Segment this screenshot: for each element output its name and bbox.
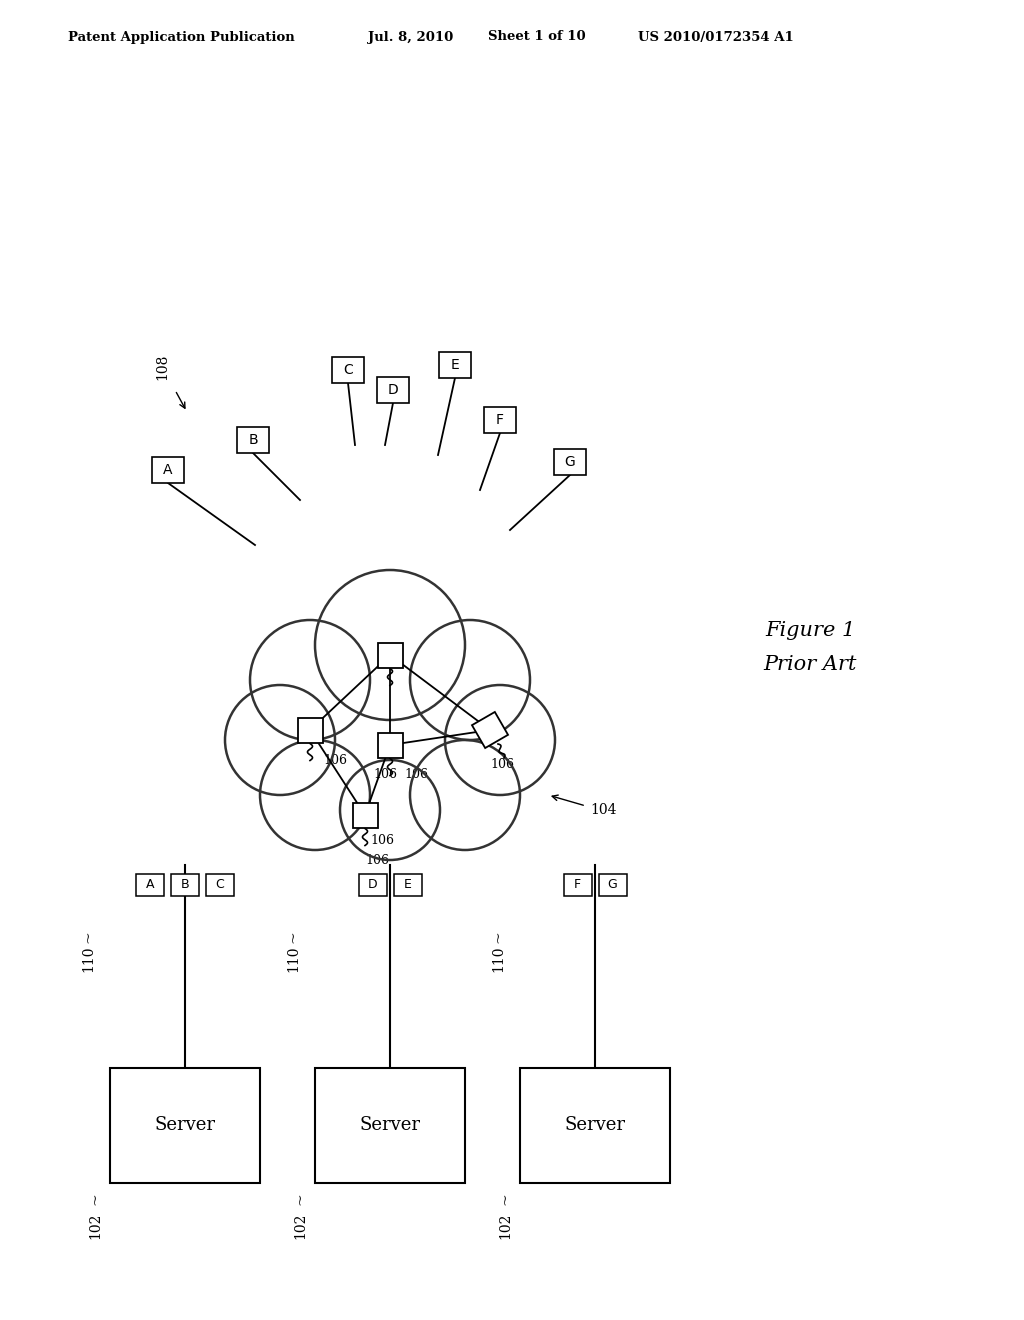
Text: 106: 106	[370, 833, 394, 846]
Text: Patent Application Publication: Patent Application Publication	[68, 30, 295, 44]
Text: Server: Server	[359, 1115, 421, 1134]
Circle shape	[340, 760, 440, 861]
Bar	[358, 874, 386, 896]
Circle shape	[315, 570, 465, 719]
Text: F: F	[496, 413, 504, 426]
Bar	[206, 874, 234, 896]
Bar	[298, 718, 323, 742]
Text: ~: ~	[498, 1192, 512, 1205]
Text: 102: 102	[498, 1213, 512, 1239]
Text: 106: 106	[490, 759, 514, 771]
Text: 110: 110	[286, 945, 300, 972]
Text: C: C	[343, 363, 353, 378]
Text: Server: Server	[155, 1115, 215, 1134]
Text: Figure 1: Figure 1	[765, 620, 855, 639]
Text: B: B	[180, 879, 189, 891]
Text: 106: 106	[365, 854, 389, 866]
Text: E: E	[451, 358, 460, 372]
Text: G: G	[607, 879, 617, 891]
Text: Sheet 1 of 10: Sheet 1 of 10	[488, 30, 586, 44]
Text: Prior Art: Prior Art	[763, 656, 857, 675]
Bar	[598, 874, 627, 896]
Bar	[136, 874, 164, 896]
Bar	[237, 426, 269, 453]
Text: A: A	[145, 879, 155, 891]
Text: E: E	[403, 879, 412, 891]
Text: ~: ~	[81, 929, 95, 942]
Bar	[520, 1068, 670, 1183]
Text: 106: 106	[323, 754, 347, 767]
Bar	[393, 874, 422, 896]
Text: 102: 102	[88, 1213, 102, 1239]
Text: 110: 110	[81, 945, 95, 972]
Bar	[110, 1068, 260, 1183]
Bar	[563, 874, 592, 896]
Text: 106: 106	[373, 768, 397, 781]
Bar	[315, 1068, 465, 1183]
Text: ~: ~	[490, 929, 505, 942]
Text: C: C	[216, 879, 224, 891]
Text: B: B	[248, 433, 258, 447]
Bar	[332, 356, 364, 383]
Bar	[439, 352, 471, 378]
Text: 106: 106	[404, 768, 428, 781]
Text: 104: 104	[590, 803, 616, 817]
Bar	[152, 457, 184, 483]
Text: D: D	[388, 383, 398, 397]
Text: 102: 102	[293, 1213, 307, 1239]
Bar	[554, 449, 586, 475]
Bar	[378, 643, 402, 668]
Text: ~: ~	[88, 1192, 102, 1205]
Bar	[484, 407, 516, 433]
Bar	[352, 803, 378, 828]
Text: A: A	[163, 463, 173, 477]
Text: 110: 110	[490, 945, 505, 972]
Circle shape	[250, 620, 370, 741]
Circle shape	[225, 685, 335, 795]
Text: Jul. 8, 2010: Jul. 8, 2010	[368, 30, 454, 44]
Bar	[378, 733, 402, 758]
Text: F: F	[573, 879, 581, 891]
Bar	[171, 874, 199, 896]
Bar	[377, 378, 409, 403]
Text: 108: 108	[155, 354, 169, 380]
Text: G: G	[564, 455, 575, 469]
Circle shape	[410, 741, 520, 850]
Text: Server: Server	[564, 1115, 626, 1134]
Text: ~: ~	[293, 1192, 307, 1205]
Text: ~: ~	[286, 929, 300, 942]
Text: US 2010/0172354 A1: US 2010/0172354 A1	[638, 30, 794, 44]
Circle shape	[410, 620, 530, 741]
Polygon shape	[472, 711, 508, 748]
Circle shape	[445, 685, 555, 795]
Text: D: D	[368, 879, 377, 891]
Circle shape	[260, 741, 370, 850]
